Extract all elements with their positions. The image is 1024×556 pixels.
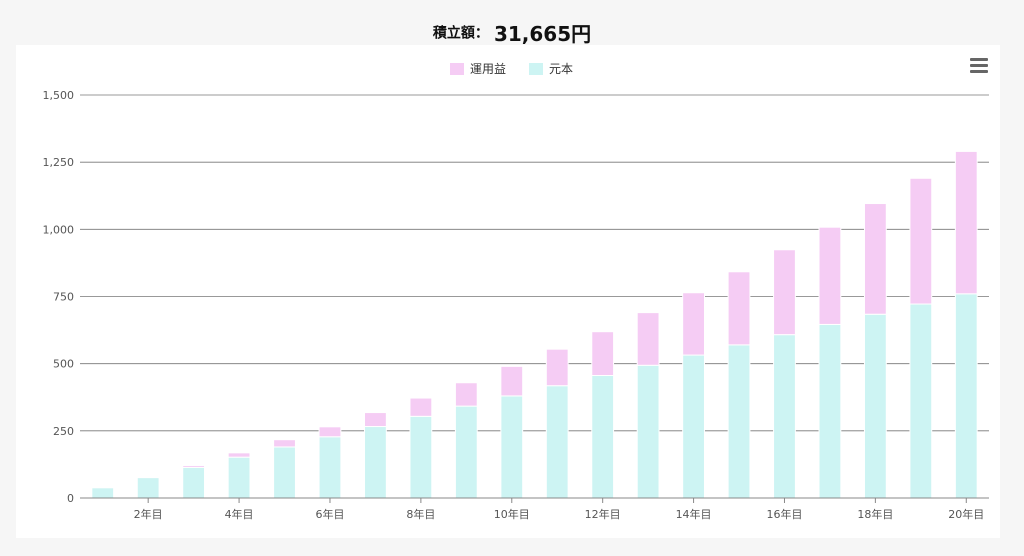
bar-gain (364, 412, 387, 428)
bar-gain (773, 249, 796, 336)
bar-gain (909, 177, 933, 305)
bar-gain (863, 203, 887, 315)
bar-principal (818, 323, 842, 499)
bar-principal (136, 477, 160, 499)
bar-gain (545, 348, 569, 387)
bar-principal (409, 415, 433, 499)
bar-principal (773, 334, 796, 499)
total-amount-label: 積立額： (432, 25, 489, 42)
x-tick-label: 4年目 (225, 507, 254, 521)
bar-gain (182, 464, 206, 468)
bar-principal (636, 364, 660, 499)
legend-swatch (529, 63, 543, 75)
bar-gain (682, 292, 705, 356)
bar-principal (500, 395, 524, 499)
x-tick-label: 2年目 (134, 507, 163, 521)
bar-gain (454, 382, 478, 407)
bar-gain (636, 312, 660, 366)
bar-principal (91, 487, 115, 499)
bar-gain (136, 476, 160, 479)
bar-principal (364, 426, 387, 499)
y-tick-label: 0 (67, 492, 74, 505)
y-tick-label: 250 (53, 425, 74, 438)
grid-lines (80, 94, 989, 499)
bar-principal (182, 466, 206, 499)
x-axis: 2年目 4年目 6年目 8年目 10年目 12年目 14年目 16年目 18年目 20年目 (80, 497, 989, 521)
bar-gain (318, 426, 342, 438)
stacked-bar-chart: 運用益 元本 0 250 500 750 1,000 1,250 1,500 2年目 4年目 6年… (43, 62, 989, 521)
chart-legend: 運用益 元本 (450, 62, 573, 76)
legend-label: 元本 (549, 62, 573, 76)
bar-gain (818, 226, 842, 325)
x-tick-label: 10年目 (494, 507, 530, 521)
bar-gain (500, 365, 524, 397)
x-tick-label: 12年目 (585, 507, 621, 521)
x-tick-label: 18年目 (857, 507, 893, 521)
y-tick-label: 500 (53, 358, 74, 371)
bar-gain (409, 397, 433, 417)
bar-gain (727, 271, 751, 346)
chart-panel: 運用益 元本 0 250 500 750 1,000 1,250 1,500 2年目 4年目 6年… (16, 45, 1000, 538)
bar-principal (863, 313, 887, 499)
x-tick-label: 16年目 (766, 507, 802, 521)
bars (91, 150, 978, 499)
y-axis-labels: 0 250 500 750 1,000 1,250 1,500 (43, 89, 75, 505)
x-tick-label: 20年目 (948, 507, 984, 521)
x-tick-label: 8年目 (406, 507, 435, 521)
bar-gain (227, 452, 251, 458)
bar-principal (954, 293, 978, 499)
y-tick-label: 750 (53, 291, 74, 304)
bar-principal (909, 303, 933, 499)
bar-principal (227, 456, 251, 499)
bar-principal (727, 344, 751, 499)
hamburger-menu-icon[interactable] (970, 58, 988, 74)
x-tick-label: 14年目 (676, 507, 712, 521)
bar-gain (273, 439, 296, 448)
bar-principal (682, 354, 705, 499)
y-tick-label: 1,500 (43, 89, 75, 102)
y-tick-label: 1,000 (43, 223, 75, 236)
total-amount-header: 積立額： 31,665円 (0, 18, 1024, 47)
bar-principal (591, 374, 615, 499)
y-tick-label: 1,250 (43, 156, 75, 169)
bar-principal (454, 405, 478, 499)
bar-principal (318, 436, 342, 499)
bar-principal (545, 385, 569, 499)
legend-label: 運用益 (470, 62, 506, 76)
total-amount-value: 31,665円 (493, 22, 592, 46)
bar-principal (273, 446, 296, 499)
bar-gain (591, 331, 615, 376)
x-tick-label: 6年目 (315, 507, 344, 521)
bar-gain (954, 150, 978, 295)
legend-swatch (450, 63, 464, 75)
